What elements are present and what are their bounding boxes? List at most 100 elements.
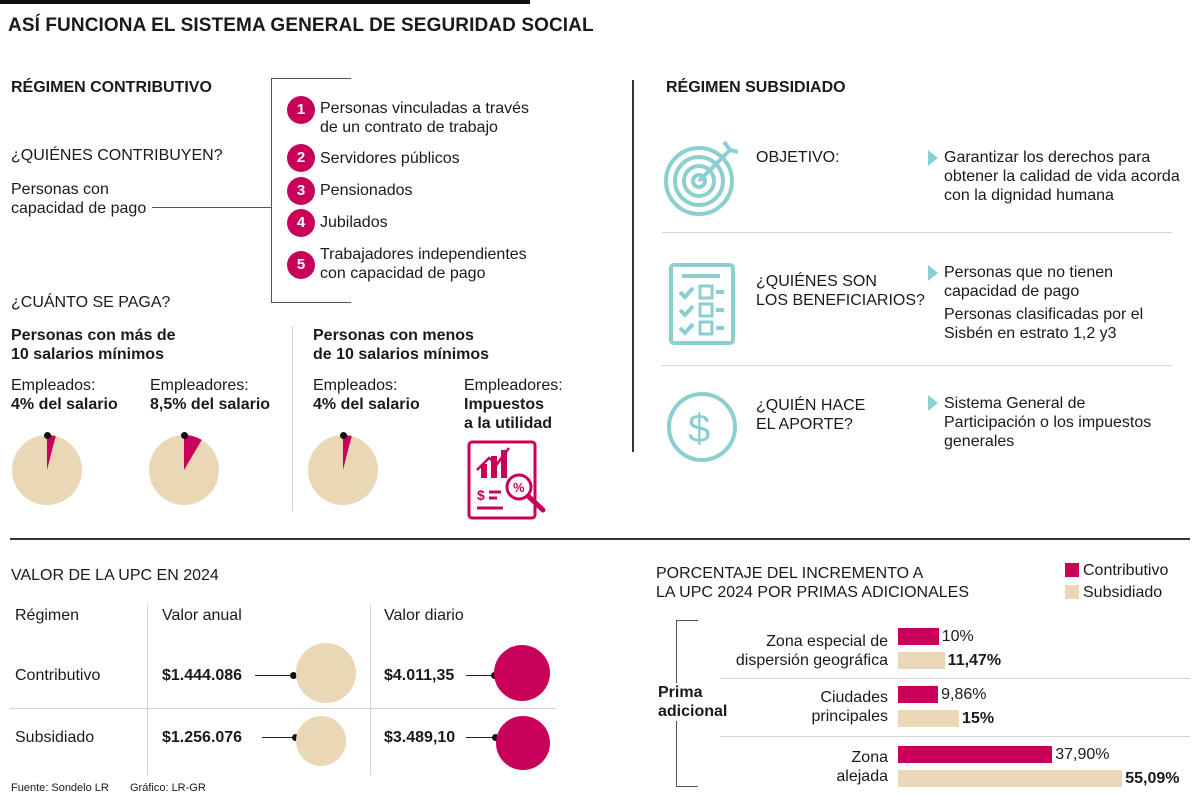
connector	[262, 737, 296, 738]
bar-value-label: 55,09%	[1125, 770, 1180, 787]
table-row-anual: $1.444.086	[162, 667, 243, 684]
category-label: Ciudades principales	[811, 689, 888, 725]
dollar-coin-icon: $	[665, 390, 739, 464]
list-item: Servidores públicos	[320, 150, 460, 167]
table-row-diario: $3.489,10	[384, 729, 456, 746]
quienes-contribuyen-question: ¿QUIÉNES CONTRIBUYEN?	[11, 147, 223, 164]
table-row-regimen: Contributivo	[15, 667, 101, 684]
beneficiarios-answer: Personas que no tienen capacidad de pago	[944, 264, 1114, 300]
circle-anual-subsidiado	[296, 716, 346, 766]
bar-subsidiado	[898, 710, 960, 727]
divider	[370, 605, 371, 775]
pie-slice	[47, 435, 56, 470]
arrow-icon	[928, 265, 938, 281]
list-number-badge: 2	[287, 144, 315, 172]
list-bracket	[271, 78, 351, 303]
connector-dot	[292, 734, 299, 741]
legend-label-contributivo: Contributivo	[1083, 562, 1169, 579]
contributivo-heading: RÉGIMEN CONTRIBUTIVO	[11, 79, 212, 96]
source-note: Fuente: Sondelo LR	[11, 782, 109, 794]
svg-text:$: $	[477, 487, 485, 503]
connector	[255, 675, 295, 676]
aporte-answer: Sistema General de Participación o los im…	[944, 395, 1152, 450]
table-row-diario: $4.011,35	[384, 667, 455, 684]
bar-value-label: 11,47%	[947, 652, 1002, 669]
credit-note: Gráfico: LR-GR	[130, 782, 206, 794]
title-rule	[0, 0, 530, 4]
pie-slice	[184, 435, 202, 470]
col-valor-diario: Valor diario	[384, 607, 464, 624]
bar-contributivo	[898, 628, 939, 645]
category-label: Zona alejada	[836, 749, 888, 785]
bar-value-label: 37,90%	[1055, 746, 1110, 763]
legend-label-subsidiado: Subsidiado	[1083, 584, 1163, 601]
table-row-regimen: Subsidiado	[15, 729, 95, 746]
legend-swatch-contributivo	[1065, 563, 1079, 577]
chart-title: PORCENTAJE DEL INCREMENTO A LA UPC 2024 P…	[656, 565, 970, 601]
arrow-icon	[928, 395, 938, 411]
list-item: Trabajadores independientes con capacidad…	[320, 246, 527, 282]
legend-swatch-subsidiado	[1065, 585, 1079, 599]
connector-dot	[290, 672, 297, 679]
col-valor-anual: Valor anual	[162, 607, 242, 624]
circle-diario-contributivo	[494, 645, 550, 701]
list-number-badge: 1	[287, 96, 315, 124]
menos-10-heading: Personas con menos de 10 salarios mínimos	[313, 327, 490, 363]
bar-value-label: 15%	[962, 710, 995, 727]
arrow-icon	[928, 150, 938, 166]
beneficiarios-answer-2: Personas clasificadas por el Sisbén en es…	[944, 306, 1144, 342]
beneficiarios-question: ¿QUIÉNES SON LOS BENEFICIARIOS?	[756, 273, 925, 309]
list-number-badge: 4	[287, 209, 315, 237]
menos-empleados: Empleados: 4% del salario	[313, 377, 420, 413]
section-rule	[10, 538, 1190, 540]
bar-contributivo	[898, 746, 1053, 763]
col-regimen: Régimen	[15, 607, 80, 624]
menos-empleadores: Empleadores: Impuestos a la utilidad	[464, 377, 563, 432]
divider	[147, 605, 148, 775]
divider	[662, 232, 1172, 233]
svg-text:%: %	[513, 480, 525, 495]
table-row-anual: $1.256.076	[162, 729, 243, 746]
bar-subsidiado	[898, 652, 945, 669]
mas-10-heading: Personas con más de 10 salarios mínimos	[11, 327, 176, 363]
svg-text:$: $	[688, 407, 710, 451]
page-title: ASÍ FUNCIONA EL SISTEMA GENERAL DE SEGUR…	[8, 15, 594, 36]
connector	[466, 737, 496, 738]
list-item: Pensionados	[320, 182, 413, 199]
upc-heading: VALOR DE LA UPC EN 2024	[11, 567, 219, 584]
group-label: Prima adicional	[656, 683, 730, 721]
bar-value-label: 9,86%	[941, 686, 987, 703]
objetivo-question: OBJETIVO:	[756, 149, 840, 166]
subsidiado-heading: RÉGIMEN SUBSIDIADO	[666, 79, 846, 96]
checklist-icon	[668, 262, 736, 346]
section-divider	[632, 80, 634, 452]
circle-diario-subsidiado	[496, 716, 550, 770]
mas-empleadores: Empleadores: 8,5% del salario	[150, 377, 271, 413]
objetivo-answer: Garantizar los derechos para obtener la c…	[944, 149, 1180, 204]
divider	[10, 708, 557, 709]
pie-mas-empleados	[12, 431, 82, 505]
tax-report-icon: $ %	[467, 440, 547, 520]
quienes-answer-line1: Personas con	[11, 181, 109, 198]
connector-dot	[492, 734, 499, 741]
divider	[662, 365, 1172, 366]
quienes-answer-line2: capacidad de pago	[11, 200, 147, 217]
bar-value-label: 10%	[941, 628, 974, 645]
pie-mas-empleadores	[149, 431, 219, 505]
divider	[292, 326, 293, 511]
connector	[466, 675, 496, 676]
list-item: Personas vinculadas a través de un contra…	[320, 100, 529, 136]
list-number-badge: 5	[287, 251, 315, 279]
pie-slice	[343, 435, 352, 470]
bar-contributivo	[898, 686, 939, 703]
aporte-question: ¿QUIÉN HACE EL APORTE?	[756, 397, 866, 433]
target-icon	[662, 138, 742, 218]
cuanto-se-paga-question: ¿CUÁNTO SE PAGA?	[11, 294, 171, 311]
list-number-badge: 3	[287, 177, 315, 205]
circle-anual-contributivo	[296, 643, 356, 703]
bar-subsidiado	[898, 770, 1123, 787]
list-item: Jubilados	[320, 214, 388, 231]
mas-empleados: Empleados: 4% del salario	[11, 377, 118, 413]
bracket-connector	[152, 207, 272, 208]
pie-menos-empleados	[308, 431, 378, 505]
